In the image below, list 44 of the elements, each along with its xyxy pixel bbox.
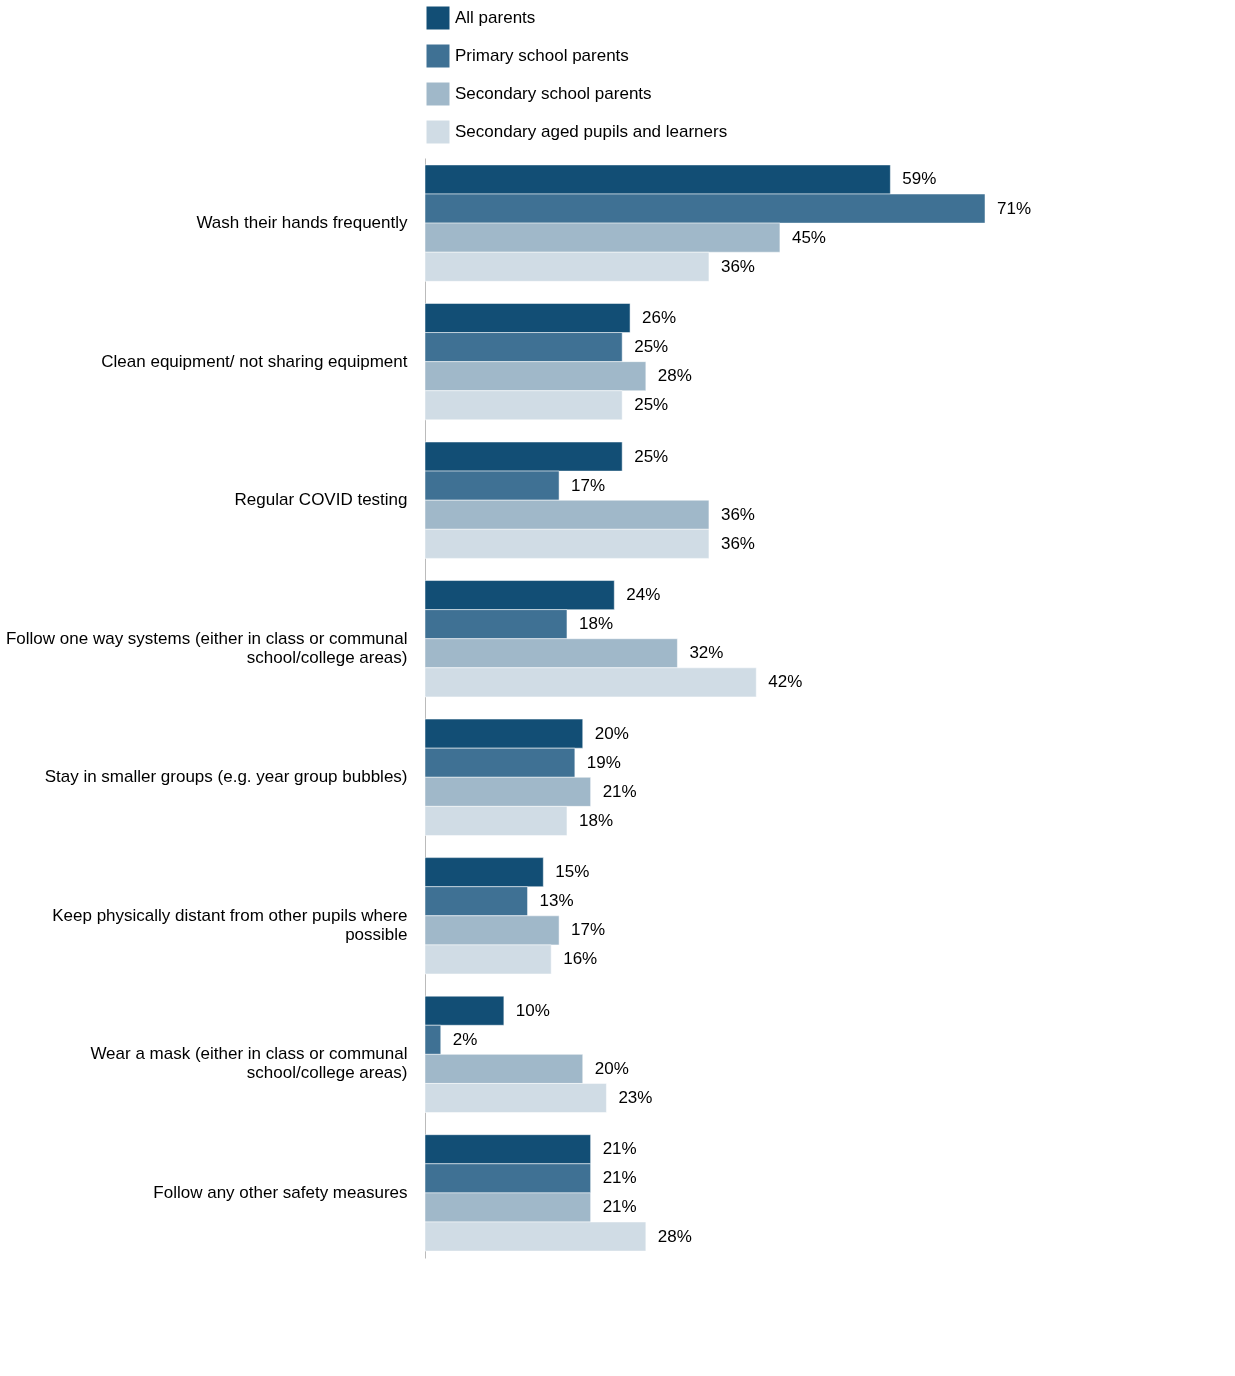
data-label: 26% xyxy=(642,308,677,328)
legend-label: All parents xyxy=(455,8,536,27)
y-tick-label: Follow any other safety measures xyxy=(153,1182,408,1202)
y-tick-label: Follow one way systems (either in class or communal school/college areas) xyxy=(5,628,408,667)
data-label: 28% xyxy=(657,366,692,386)
data-label: 20% xyxy=(594,723,629,743)
legend-label: Secondary school parents xyxy=(455,84,652,103)
data-label: 15% xyxy=(555,862,590,882)
data-label: 2% xyxy=(452,1029,478,1049)
data-label: 36% xyxy=(720,533,755,553)
data-label: 36% xyxy=(720,256,755,276)
data-label: 32% xyxy=(689,643,724,663)
data-label: 21% xyxy=(602,1168,637,1188)
data-label: 59% xyxy=(902,169,937,189)
y-tick-label: Wash their hands frequently xyxy=(196,213,408,233)
data-label: 21% xyxy=(602,1197,637,1217)
data-label: 21% xyxy=(602,1139,637,1159)
data-label: 25% xyxy=(634,337,669,357)
y-tick-label: Keep physically distant from other pupils where possible xyxy=(52,905,408,944)
data-label: 23% xyxy=(618,1087,653,1107)
data-label: 42% xyxy=(768,672,803,692)
data-label: 10% xyxy=(515,1000,550,1020)
data-label: 16% xyxy=(563,949,598,969)
y-tick-label: Regular COVID testing xyxy=(234,490,408,510)
data-label: 25% xyxy=(634,446,669,466)
data-label: 36% xyxy=(720,504,755,524)
data-label: 24% xyxy=(626,585,661,605)
legend-label: Primary school parents xyxy=(455,46,629,65)
data-label: 18% xyxy=(578,614,613,634)
y-tick-label: Wear a mask (either in class or communal school/college areas) xyxy=(90,1044,408,1083)
data-label: 13% xyxy=(539,891,574,911)
data-label: 19% xyxy=(586,752,621,772)
data-label: 28% xyxy=(657,1226,692,1246)
data-label: 20% xyxy=(594,1058,629,1078)
data-label: 45% xyxy=(791,227,826,247)
y-tick-label: Clean equipment/ not sharing equipment xyxy=(101,351,408,371)
data-label: 17% xyxy=(571,920,606,940)
legend-label: Secondary aged pupils and learners xyxy=(455,122,728,141)
data-label: 25% xyxy=(634,395,669,415)
data-label: 18% xyxy=(578,810,613,830)
data-label: 17% xyxy=(571,475,606,495)
data-label: 71% xyxy=(997,198,1032,218)
y-tick-label: Stay in smaller groups (e.g. year group bubbles) xyxy=(44,767,408,787)
data-label: 21% xyxy=(602,781,637,801)
